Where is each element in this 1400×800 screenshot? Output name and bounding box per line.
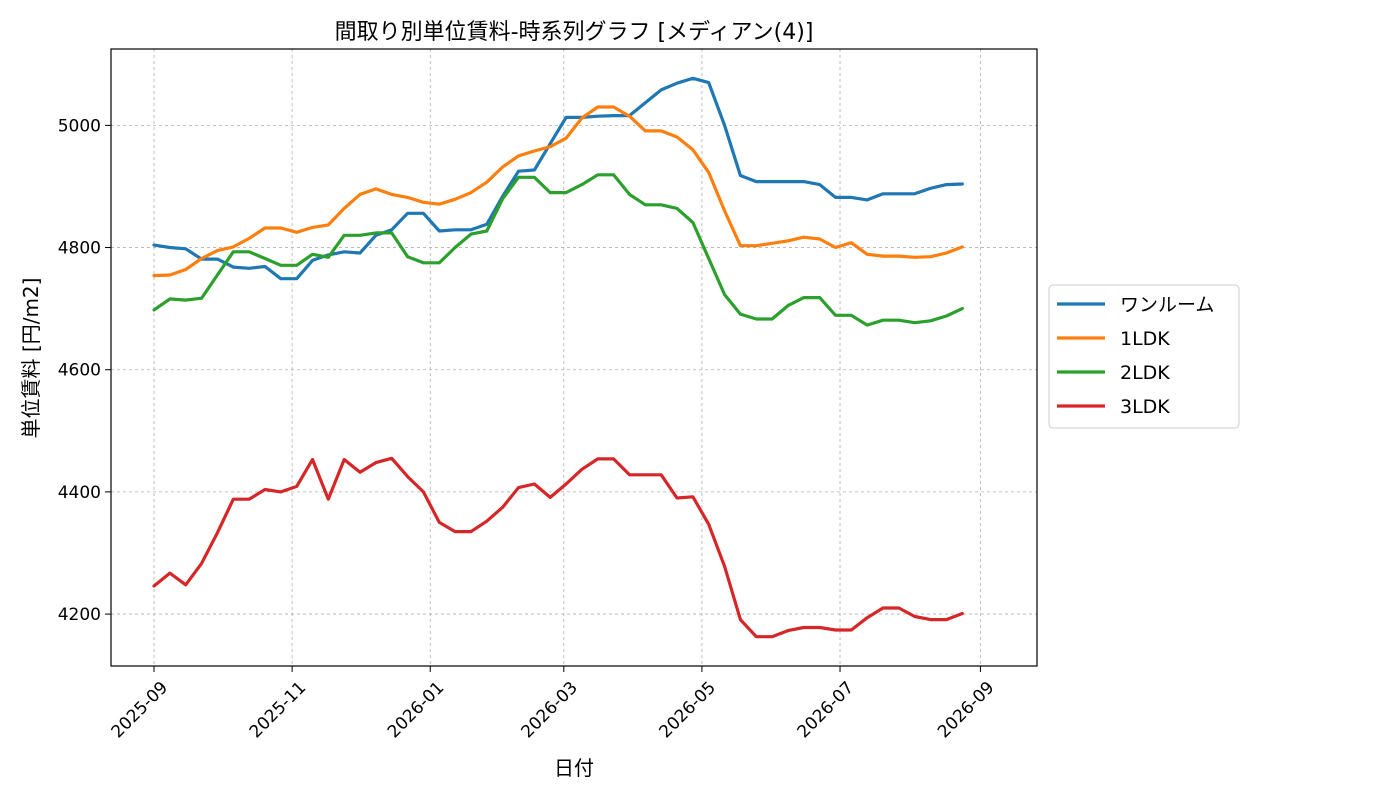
legend-box bbox=[1048, 284, 1240, 429]
series-line-3 bbox=[152, 456, 964, 639]
y-tick-label: 4800 bbox=[58, 239, 101, 259]
series-line-1 bbox=[152, 105, 964, 278]
legend-label-3: 3LDK bbox=[1120, 396, 1170, 418]
grid-lines bbox=[111, 49, 1037, 666]
series-lines bbox=[152, 76, 964, 639]
y-tick-label: 4400 bbox=[58, 483, 101, 503]
y-tick-label: 5000 bbox=[58, 116, 101, 136]
legend: ワンルーム 1LDK 2LDK 3LDK bbox=[1048, 284, 1240, 429]
legend-label-2: 2LDK bbox=[1120, 362, 1170, 384]
series-line-0 bbox=[152, 76, 964, 281]
y-axis-label: 単位賃料 [円/m2] bbox=[19, 278, 43, 439]
legend-label-0: ワンルーム bbox=[1120, 294, 1214, 316]
x-axis-label: 日付 bbox=[554, 756, 594, 780]
series-line-2 bbox=[152, 173, 964, 327]
legend-label-1: 1LDK bbox=[1120, 328, 1170, 350]
y-tick-label: 4200 bbox=[58, 605, 101, 625]
chart-title: 間取り別単位賃料-時系列グラフ [メディアン(4)] bbox=[335, 20, 814, 45]
y-tick-label: 4600 bbox=[58, 361, 101, 381]
plot-frame bbox=[110, 48, 1038, 667]
